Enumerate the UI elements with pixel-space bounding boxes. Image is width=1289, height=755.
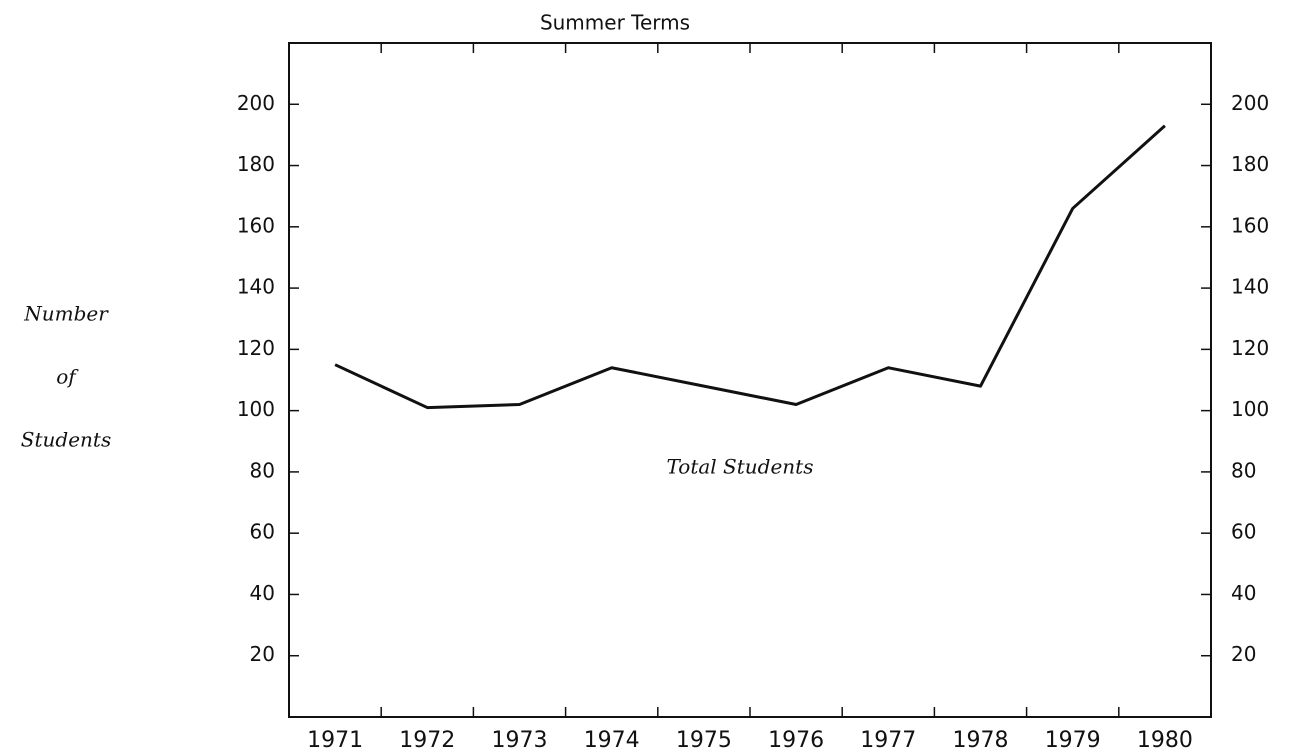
y2-tick-label: 40 [1231,581,1256,605]
y-tick-label: 140 [237,275,275,299]
x-tick-label: 1971 [307,728,363,753]
data-line [334,124,1166,410]
y-axis-label: of [56,365,79,389]
x-tick-label: 1978 [953,728,1009,753]
y2-tick-label: 100 [1231,397,1269,421]
x-tick-label: 1974 [584,728,640,753]
x-tick-label: 1973 [492,728,548,753]
y2-tick-label: 60 [1231,520,1256,544]
x-tick-label: 1976 [768,728,824,753]
y2-tick-label: 140 [1231,275,1269,299]
y-tick-label: 100 [237,397,275,421]
y-axis-label: Number [23,302,109,326]
x-tick-label: 1975 [676,728,732,753]
y-tick-label: 200 [237,91,275,115]
y-tick-label: 40 [250,581,275,605]
x-tick-label: 1980 [1137,728,1193,753]
x-tick-label: 1972 [399,728,455,753]
y2-tick-label: 120 [1231,336,1269,360]
y2-tick-label: 20 [1231,642,1256,666]
y-tick-label: 20 [250,642,275,666]
y-axis-label: Students [21,428,111,452]
x-tick-label: 1977 [860,728,916,753]
plot-frame [288,42,1212,718]
y-tick-label: 80 [250,458,275,482]
y-tick-label: 60 [250,520,275,544]
chart-title: Summer Terms [540,11,690,35]
y2-tick-label: 200 [1231,91,1269,115]
y2-tick-label: 160 [1231,213,1269,237]
x-tick-label: 1979 [1045,728,1101,753]
y-tick-label: 120 [237,336,275,360]
annotation: Total Students [667,455,814,479]
y2-tick-label: 180 [1231,152,1269,176]
y-tick-label: 160 [237,213,275,237]
y2-tick-label: 80 [1231,458,1256,482]
y-tick-label: 180 [237,152,275,176]
